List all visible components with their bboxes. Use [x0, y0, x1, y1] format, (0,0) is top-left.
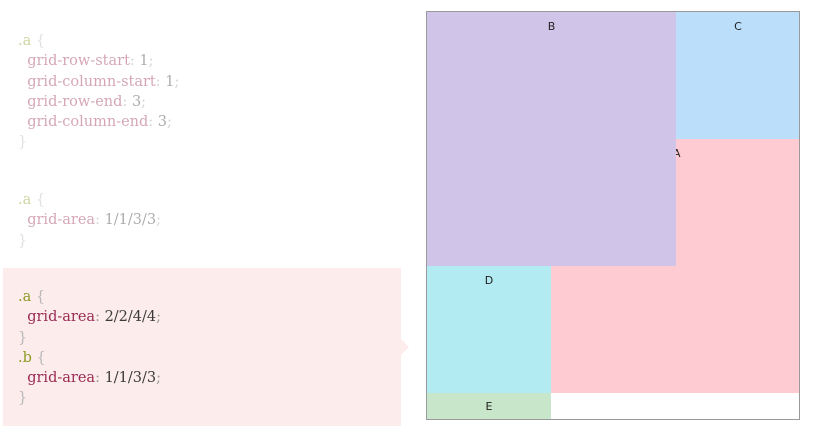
property-value: 3 [131, 93, 142, 110]
open-brace: { [35, 192, 46, 208]
grid-item-c: C [676, 12, 799, 139]
grid-item-label: D [484, 274, 494, 287]
property-name: grid-column-start [27, 73, 156, 90]
open-brace: { [35, 289, 46, 305]
property-name: grid-area [27, 309, 96, 326]
property-value: 2/2/4/4 [104, 309, 157, 326]
grid-item-label: E [485, 400, 493, 413]
close-brace: } [18, 232, 28, 249]
grid-item-label: B [547, 20, 556, 33]
code-block-longhand: .a { grid-row-start: 1; grid-column-star… [18, 33, 180, 151]
selector: .a [18, 192, 32, 208]
property-name: grid-area [27, 370, 96, 387]
close-brace: } [18, 390, 28, 407]
grid-item-d: D [427, 266, 551, 393]
property-name: grid-column-end [27, 114, 149, 131]
grid-item-label: A [673, 147, 681, 160]
open-brace: { [36, 349, 46, 366]
active-code-panel [3, 268, 401, 426]
grid-item-b: B [427, 12, 676, 266]
code-block-active: .a { grid-area: 2/2/4/4; } .b { grid-are… [18, 289, 162, 407]
property-value: 1 [165, 73, 175, 90]
selector: .a [18, 289, 32, 305]
property-value: 1 [139, 53, 149, 70]
selector: .b [18, 349, 32, 366]
property-name: grid-row-start [27, 53, 130, 70]
grid-preview: A B C D E [426, 11, 800, 420]
grid-item-e: E [427, 393, 551, 419]
property-value: 1/1/3/3 [104, 370, 157, 387]
property-value: 3 [157, 114, 168, 131]
panel-pointer [401, 339, 409, 355]
close-brace: } [18, 329, 28, 346]
code-block-shorthand: .a { grid-area: 1/1/3/3; } [18, 192, 162, 249]
grid-item-label: C [734, 20, 742, 33]
property-name: grid-area [27, 212, 96, 229]
selector: .a [18, 33, 32, 49]
property-name: grid-row-end [27, 93, 123, 110]
close-brace: } [18, 134, 28, 151]
open-brace: { [35, 33, 46, 49]
property-value: 1/1/3/3 [104, 212, 157, 229]
